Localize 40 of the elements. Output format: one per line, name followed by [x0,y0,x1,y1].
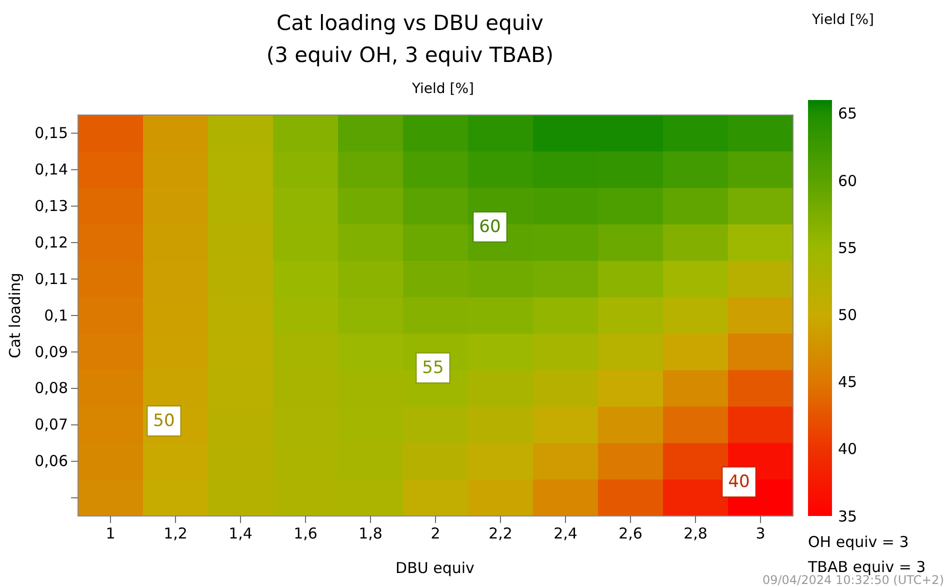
x-tick-label: 1,8 [358,524,382,543]
annotation: 55 [422,358,444,378]
x-axis-title: DBU equiv [396,559,475,577]
y-tick-label: 0,08 [34,379,68,398]
chart-subtitle: (3 equiv OH, 3 equiv TBAB) [266,43,554,67]
color-bar-title: Yield [%] [811,12,874,28]
y-tick-label: 0,07 [34,416,68,434]
y-tick-label: 0,13 [34,196,68,215]
y-tick-label: 0,14 [34,160,68,178]
chart-title: Cat loading vs DBU equiv [276,11,544,35]
x-tick-label: 1,2 [164,524,188,543]
text: OH equiv = 3 [808,533,909,551]
x-tick-label: 1,6 [294,524,318,543]
color-bar-label: 55 [838,238,858,257]
color-bar-label: 60 [838,172,858,190]
annotation: 50 [153,410,175,431]
y-tick-label: 0,15 [34,124,68,142]
x-tick-label: 3 [756,524,766,543]
x-tick-label: 2,8 [684,524,708,543]
text: TBAB equiv = 3 [807,558,926,576]
x-tick-label: 1,4 [228,524,252,543]
color-bar-label: 35 [838,507,858,526]
y-tick-label: 0,12 [34,233,68,252]
color-bar-label: 50 [838,306,858,324]
x-tick-label: 1 [106,524,116,543]
color-bar-label: 45 [838,373,858,392]
annotation: 60 [479,216,501,237]
y-tick-label: 0,09 [34,342,68,361]
x-tick-label: 2,6 [618,524,642,543]
color-bar-label: 40 [838,440,858,458]
color-bar-label: 65 [838,104,858,123]
text: Yield [%] [410,81,474,97]
y-tick-label: 0,11 [34,270,68,288]
y-tick-label: 0,06 [34,452,68,470]
y-tick-label: 0,1 [44,306,68,324]
x-tick-label: 2,2 [488,524,512,543]
x-tick-label: 2,4 [554,524,578,543]
annotation: 40 [728,472,750,492]
y-axis-title: Cat loading [6,272,24,358]
x-tick-label: 2 [430,524,440,543]
